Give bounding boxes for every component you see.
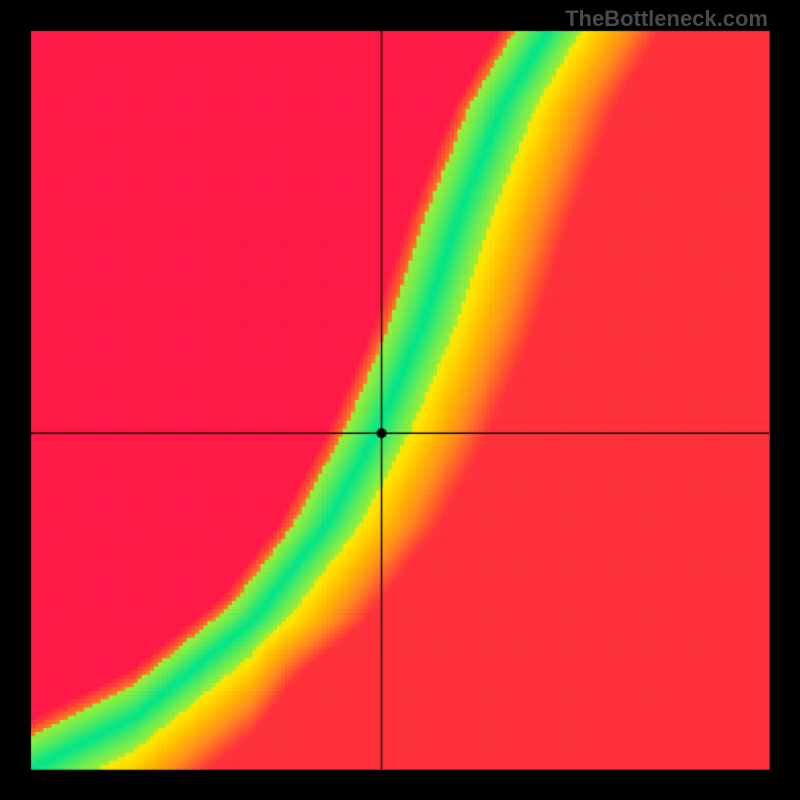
chart-container: TheBottleneck.com (0, 0, 800, 800)
watermark-text: TheBottleneck.com (565, 6, 768, 32)
bottleneck-heatmap (0, 0, 800, 800)
